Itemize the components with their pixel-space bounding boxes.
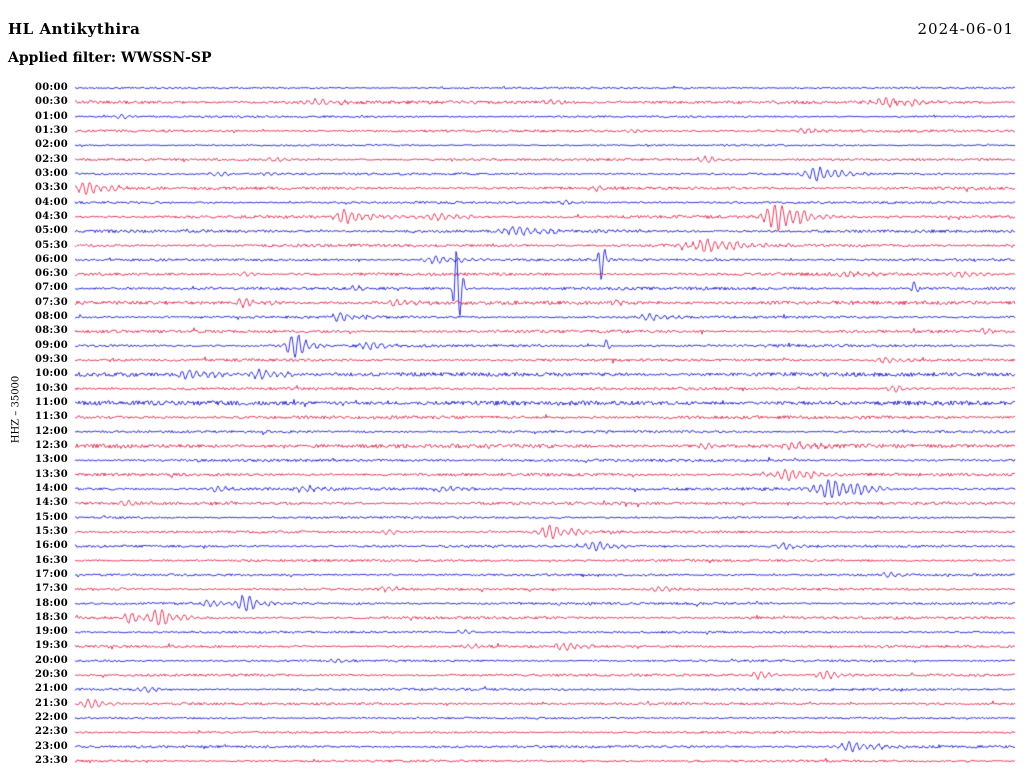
time-label: 18:00 <box>34 597 68 609</box>
time-label: 17:00 <box>34 568 68 580</box>
time-label: 22:30 <box>34 726 68 738</box>
time-label: 05:30 <box>34 239 68 251</box>
time-label: 02:00 <box>34 139 68 151</box>
time-label: 13:00 <box>34 454 68 466</box>
time-labels: 00:00 00:30 01:00 01:30 02:00 02:30 03:00 03:30… <box>0 0 72 780</box>
time-label: 23:00 <box>34 740 68 752</box>
time-label: 13:30 <box>34 468 68 480</box>
time-label: 18:30 <box>34 611 68 623</box>
time-label: 08:30 <box>34 325 68 337</box>
time-label: 05:00 <box>34 225 68 237</box>
time-label: 08:00 <box>34 311 68 323</box>
time-label: 00:00 <box>34 82 68 93</box>
time-label: 03:30 <box>34 182 68 194</box>
time-label: 00:30 <box>34 96 68 108</box>
time-label: 04:00 <box>34 196 68 208</box>
time-label: 06:30 <box>34 268 68 280</box>
time-label: 14:30 <box>34 497 68 509</box>
time-label: 20:30 <box>34 669 68 681</box>
time-label: 16:00 <box>34 540 68 552</box>
time-label: 16:30 <box>34 554 68 566</box>
time-label: 20:00 <box>34 654 68 666</box>
time-label: 10:00 <box>34 368 68 380</box>
time-label: 15:00 <box>34 511 68 523</box>
time-label: 14:00 <box>34 482 68 494</box>
time-label: 22:00 <box>34 712 68 724</box>
time-label: 02:30 <box>34 153 68 165</box>
time-label: 04:30 <box>34 210 68 222</box>
time-label: 12:30 <box>34 440 68 451</box>
time-label: 03:00 <box>34 167 68 179</box>
time-label: 11:00 <box>34 397 68 409</box>
time-label: 11:30 <box>34 411 68 423</box>
time-label: 07:00 <box>34 282 68 294</box>
time-label: 01:00 <box>34 110 68 122</box>
time-label: 17:30 <box>34 583 68 595</box>
time-label: 07:30 <box>34 296 68 308</box>
time-label: 19:00 <box>34 626 68 638</box>
time-label: 10:30 <box>34 382 68 394</box>
time-label: 12:00 <box>34 425 68 437</box>
time-label: 15:30 <box>34 525 68 537</box>
time-label: 09:00 <box>34 339 68 351</box>
time-label: 01:30 <box>34 124 68 136</box>
time-label: 09:30 <box>34 354 68 366</box>
time-label: 19:30 <box>34 640 68 652</box>
time-label: 21:00 <box>34 683 68 695</box>
time-label: 23:30 <box>34 755 68 767</box>
time-label: 21:30 <box>34 697 68 709</box>
time-label: 06:00 <box>34 253 68 265</box>
